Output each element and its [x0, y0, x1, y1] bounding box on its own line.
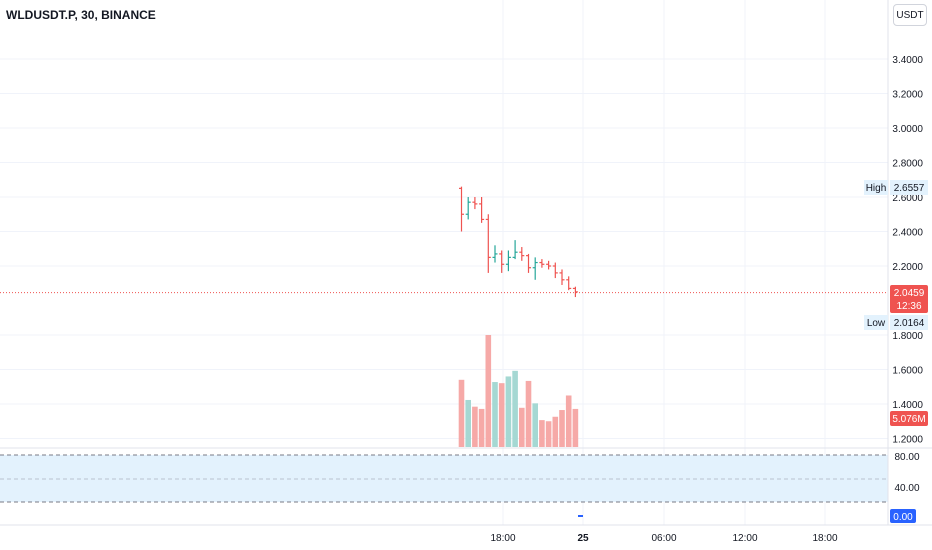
volume-value: 5.076M	[892, 414, 925, 425]
volume-bar	[478, 408, 485, 447]
volume-bar	[532, 403, 538, 447]
price-tick-label: 2.2000	[892, 262, 923, 273]
price-axis[interactable]: 3.4000 3.2000 3.0000 2.8000 2.6000 2.4000 2.20…	[892, 55, 923, 446]
price-tick-label: 3.0000	[892, 124, 923, 135]
high-value: 2.6557	[894, 183, 925, 194]
osc-value-badge	[890, 509, 916, 523]
osc-value: 0.00	[893, 512, 913, 523]
price-tick-label: 1.2000	[892, 435, 923, 446]
time-tick-label: 06:00	[651, 533, 676, 544]
price-tick-label: 3.2000	[892, 90, 923, 101]
volume-bar	[472, 406, 478, 447]
volume-bar	[572, 408, 579, 447]
countdown-value: 12:36	[896, 301, 921, 312]
volume-bars	[458, 335, 579, 447]
price-tick-label: 2.6000	[892, 193, 923, 204]
price-tick-label: 3.4000	[892, 55, 923, 66]
volume-bar	[505, 376, 512, 447]
volume-bar	[485, 335, 492, 447]
price-tick-label: 2.8000	[892, 159, 923, 170]
grid	[0, 0, 888, 525]
low-label-bg	[864, 315, 888, 330]
volume-bar	[525, 380, 532, 447]
osc-level-40: 40.00	[894, 483, 919, 494]
high-value-bg	[890, 180, 928, 195]
volume-bar	[458, 379, 465, 447]
volume-bar	[519, 407, 525, 447]
volume-badge	[890, 411, 928, 426]
oscillator-band	[0, 455, 888, 502]
volume-bar	[545, 421, 552, 447]
price-tick-label: 1.4000	[892, 400, 923, 411]
oscillator-marker	[578, 515, 583, 517]
high-label: High	[866, 183, 887, 194]
volume-bar	[465, 399, 471, 447]
symbol-title[interactable]: WLDUSDT.P, 30, BINANCE	[6, 8, 156, 22]
volume-bar	[498, 383, 505, 447]
time-tick-label: 18:00	[812, 533, 837, 544]
volume-bar	[512, 370, 518, 447]
low-value: 2.0164	[894, 318, 925, 329]
currency-button[interactable]: USDT	[893, 4, 927, 26]
last-price-value: 2.0459	[894, 288, 925, 299]
volume-bar	[559, 410, 565, 447]
time-tick-label: 25	[577, 533, 589, 544]
volume-bar	[565, 395, 572, 447]
price-tick-label: 2.4000	[892, 228, 923, 239]
low-value-bg	[890, 315, 928, 330]
osc-level-80: 80.00	[894, 452, 919, 463]
volume-bar	[539, 420, 545, 447]
time-tick-label: 12:00	[732, 533, 757, 544]
volume-bar	[492, 382, 498, 447]
last-price-badge	[890, 285, 928, 313]
volume-bar	[552, 416, 559, 447]
low-label: Low	[867, 318, 886, 329]
time-axis[interactable]: 18:00 25 06:00 12:00 18:00	[490, 533, 837, 544]
time-tick-label: 18:00	[490, 533, 515, 544]
price-tick-label: 1.6000	[892, 366, 923, 377]
ohlc-bars	[459, 186, 578, 298]
high-label-bg	[864, 180, 888, 195]
price-tick-label: 1.8000	[892, 331, 923, 342]
